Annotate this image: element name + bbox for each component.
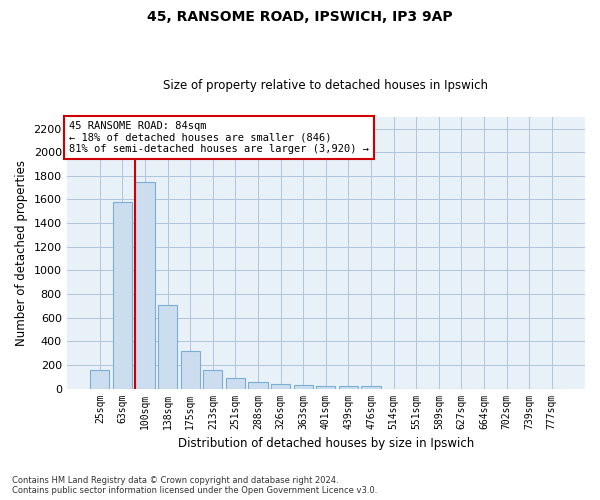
Bar — [158, 304, 177, 388]
Text: Contains HM Land Registry data © Crown copyright and database right 2024.
Contai: Contains HM Land Registry data © Crown c… — [12, 476, 377, 495]
Bar — [181, 350, 200, 389]
Bar — [271, 384, 290, 388]
Bar — [316, 386, 335, 388]
Title: Size of property relative to detached houses in Ipswich: Size of property relative to detached ho… — [163, 79, 488, 92]
Bar — [293, 385, 313, 388]
Text: 45, RANSOME ROAD, IPSWICH, IP3 9AP: 45, RANSOME ROAD, IPSWICH, IP3 9AP — [147, 10, 453, 24]
Bar — [361, 386, 380, 388]
Bar — [339, 386, 358, 388]
Bar — [226, 378, 245, 388]
Bar — [248, 382, 268, 388]
X-axis label: Distribution of detached houses by size in Ipswich: Distribution of detached houses by size … — [178, 437, 474, 450]
Bar — [203, 370, 223, 388]
Bar — [90, 370, 109, 388]
Y-axis label: Number of detached properties: Number of detached properties — [15, 160, 28, 346]
Bar — [113, 202, 132, 388]
Text: 45 RANSOME ROAD: 84sqm
← 18% of detached houses are smaller (846)
81% of semi-de: 45 RANSOME ROAD: 84sqm ← 18% of detached… — [69, 121, 369, 154]
Bar — [136, 182, 155, 388]
